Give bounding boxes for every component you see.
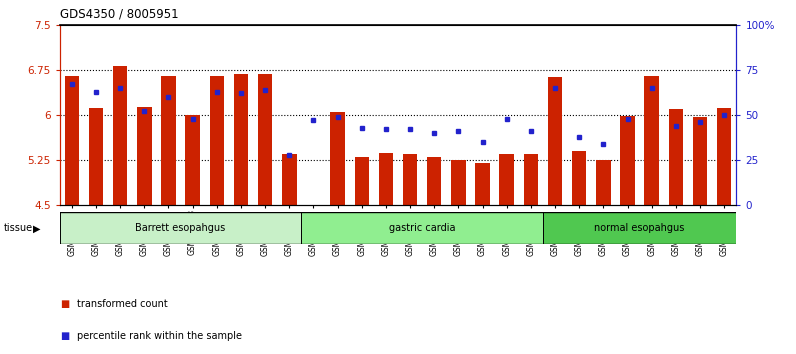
Bar [282, 154, 296, 205]
Bar [645, 76, 659, 205]
Bar [620, 116, 635, 205]
Bar [572, 151, 587, 205]
Bar [234, 74, 248, 205]
Bar [524, 154, 538, 205]
Bar [60, 212, 302, 244]
Text: tissue: tissue [4, 223, 33, 233]
Bar [137, 107, 151, 205]
Bar [693, 117, 708, 205]
Bar [306, 205, 321, 225]
Text: transformed count: transformed count [77, 299, 168, 309]
Bar [669, 109, 683, 205]
Text: GDS4350 / 8005951: GDS4350 / 8005951 [60, 7, 178, 20]
Bar [354, 157, 369, 205]
Bar [475, 162, 490, 205]
Text: Barrett esopahgus: Barrett esopahgus [135, 223, 225, 233]
Bar [427, 156, 442, 205]
Bar [451, 160, 466, 205]
Text: normal esopahgus: normal esopahgus [595, 223, 685, 233]
Bar [548, 77, 562, 205]
Bar [543, 212, 736, 244]
Text: ■: ■ [60, 331, 69, 341]
Text: ■: ■ [60, 299, 69, 309]
Bar [330, 112, 345, 205]
Text: percentile rank within the sample: percentile rank within the sample [77, 331, 242, 341]
Bar [209, 76, 224, 205]
Bar [64, 76, 79, 205]
Bar [302, 212, 543, 244]
Bar [717, 108, 732, 205]
Bar [403, 154, 417, 205]
Bar [379, 153, 393, 205]
Text: ▶: ▶ [33, 223, 41, 233]
Bar [258, 74, 272, 205]
Bar [88, 108, 103, 205]
Bar [500, 154, 514, 205]
Bar [185, 115, 200, 205]
Bar [596, 160, 611, 205]
Bar [113, 66, 127, 205]
Text: gastric cardia: gastric cardia [389, 223, 455, 233]
Bar [161, 76, 176, 205]
